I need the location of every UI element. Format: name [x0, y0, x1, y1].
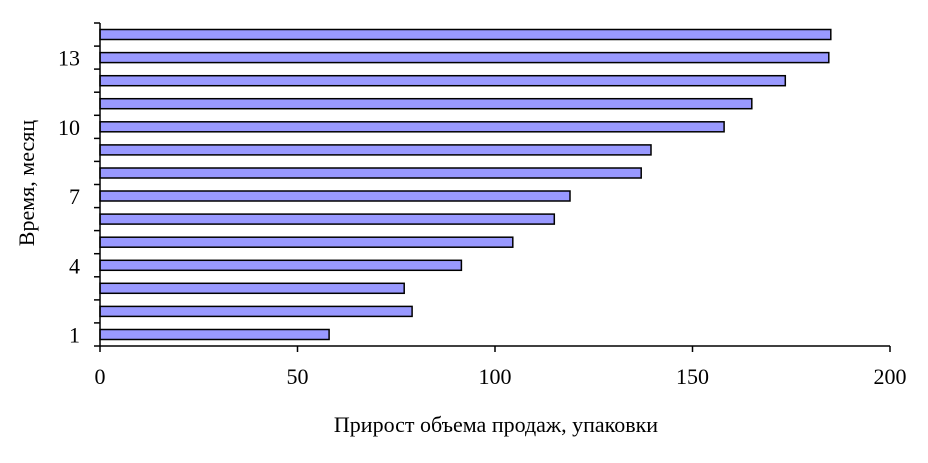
bar-month-8: [99, 167, 642, 179]
bar-month-12: [99, 74, 787, 87]
x-axis-title: Прирост объема продаж, упаковки: [334, 412, 658, 437]
y-tick-label: 10: [58, 115, 80, 140]
bar-month-6: [99, 213, 556, 225]
bar-month-14: [99, 28, 832, 41]
y-tick-label: 7: [69, 184, 80, 209]
bar-month-9: [99, 144, 652, 156]
bar-month-5: [99, 236, 514, 248]
bar-month-11: [99, 97, 753, 110]
bar-month-4: [99, 259, 463, 272]
x-tick-label: 100: [479, 364, 512, 389]
y-axis-title: Время, месяц: [14, 120, 39, 247]
bar-month-10: [99, 121, 725, 133]
bar-month-3: [99, 282, 405, 295]
bar-month-1: [99, 328, 330, 341]
y-axis: 1 4 7 10 13: [58, 22, 101, 348]
y-tick-label: 1: [69, 323, 80, 348]
x-tick-label: 200: [874, 364, 907, 389]
bar-month-2: [99, 305, 413, 318]
bars-group: [99, 28, 832, 341]
x-tick-label: 150: [676, 364, 709, 389]
y-tick-label: 4: [69, 253, 80, 278]
bar-month-13: [99, 51, 830, 64]
y-tick-label: 13: [58, 46, 80, 71]
bar-month-7: [99, 190, 571, 202]
x-axis: 0 50 100 150 200: [95, 345, 907, 389]
x-tick-label: 0: [95, 364, 106, 389]
x-tick-label: 50: [287, 364, 309, 389]
